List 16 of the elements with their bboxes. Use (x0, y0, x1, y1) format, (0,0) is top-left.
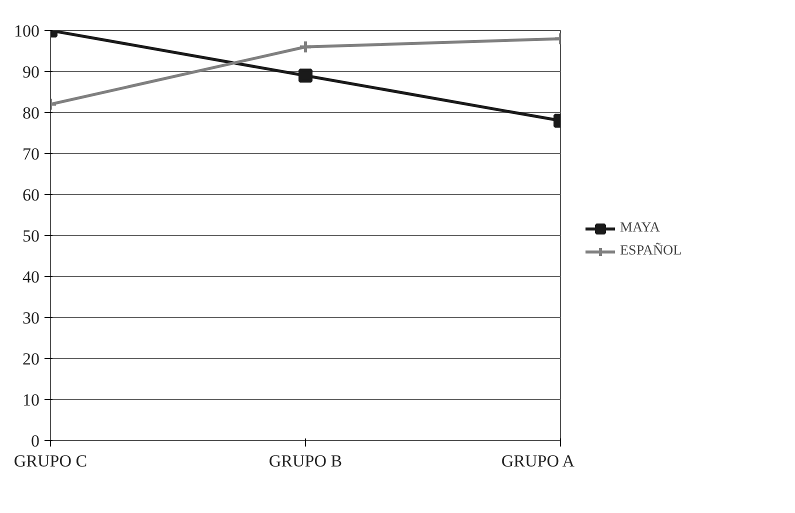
y-tick-label: 100 (14, 22, 40, 40)
y-tick-label: 10 (22, 390, 40, 410)
y-tick-label: 60 (22, 186, 40, 204)
y-tick-label: 0 (31, 432, 40, 450)
y-tick-label: 90 (22, 62, 40, 82)
x-tick-label: GRUPO A (501, 452, 576, 470)
legend-label: MAYA (620, 220, 660, 236)
y-tick-label: 30 (22, 308, 40, 328)
y-tick-label: 70 (22, 144, 40, 164)
y-tick-label: 50 (22, 226, 40, 246)
y-tick-label: 20 (22, 350, 40, 368)
legend-label: ESPAÑOL (620, 244, 682, 260)
y-tick-label: 40 (22, 268, 40, 286)
y-tick-label: 80 (22, 104, 40, 122)
x-tick-label: GRUPO B (268, 452, 342, 470)
x-tick-label: GRUPO C (14, 452, 88, 470)
